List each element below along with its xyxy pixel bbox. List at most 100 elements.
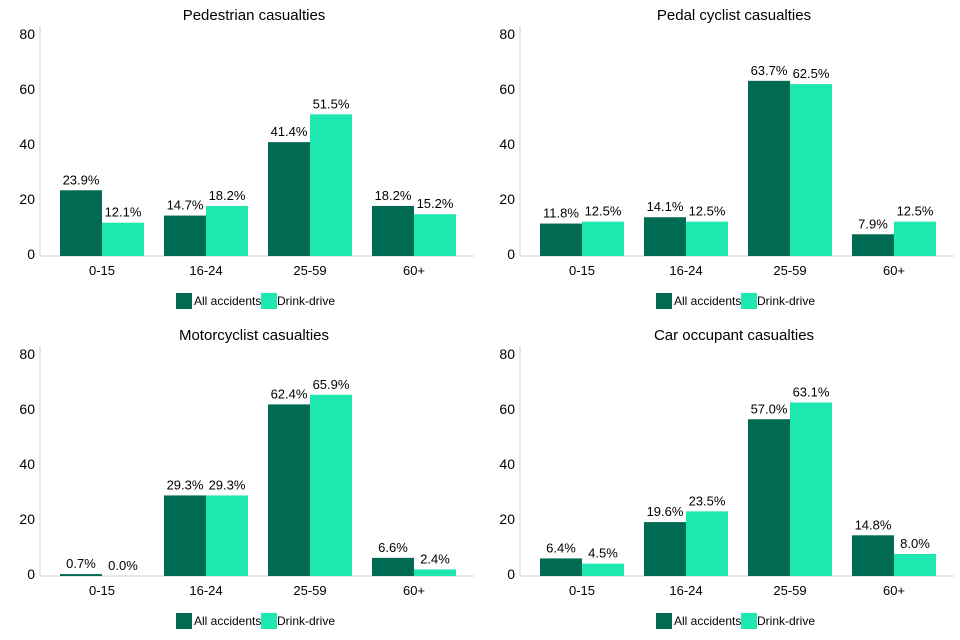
legend-label-drink-drive: Drink-drive — [277, 294, 335, 308]
bar-drink-drive — [414, 214, 456, 256]
bar-drink-drive — [310, 394, 352, 576]
data-label: 19.6% — [647, 504, 684, 519]
y-tick-label: 60 — [499, 81, 515, 97]
data-label: 12.5% — [897, 204, 934, 219]
x-tick-label: 25-59 — [773, 583, 806, 598]
bar-all-accidents — [268, 142, 310, 256]
data-label: 63.7% — [751, 63, 788, 78]
chart-title: Pedal cyclist casualties — [657, 7, 811, 24]
x-tick-label: 60+ — [403, 583, 425, 598]
data-label: 15.2% — [417, 196, 454, 211]
x-tick-label: 60+ — [883, 263, 905, 278]
data-label: 62.4% — [271, 386, 308, 401]
data-label: 4.5% — [588, 546, 618, 561]
x-tick-label: 60+ — [883, 583, 905, 598]
bar-all-accidents — [372, 205, 414, 256]
bar-drink-drive — [310, 114, 352, 256]
legend-swatch-drink-drive — [261, 613, 277, 629]
data-label: 63.1% — [793, 384, 830, 399]
bar-drink-drive — [414, 569, 456, 576]
chart-panel: Pedestrian casualties 0 20 40 60 80 23.9% 12.1%… — [19, 7, 474, 309]
y-tick-label: 20 — [499, 511, 515, 527]
data-label: 6.6% — [378, 540, 408, 555]
data-label: 14.1% — [647, 199, 684, 214]
legend-swatch-all-accidents — [176, 613, 192, 629]
legend-swatch-all-accidents — [176, 293, 192, 309]
x-tick-label: 16-24 — [189, 263, 222, 278]
bar-all-accidents — [164, 215, 206, 256]
data-label: 62.5% — [793, 66, 830, 81]
bar-drink-drive — [582, 563, 624, 576]
y-tick-label: 80 — [499, 26, 515, 42]
bar-drink-drive — [894, 221, 936, 256]
bar-all-accidents — [60, 190, 102, 256]
bar-all-accidents — [644, 217, 686, 256]
bar-all-accidents — [372, 557, 414, 576]
x-tick-label: 0-15 — [569, 263, 595, 278]
data-label: 11.8% — [543, 206, 579, 221]
data-label: 14.7% — [167, 198, 204, 213]
bar-drink-drive — [686, 221, 728, 256]
data-label: 65.9% — [313, 377, 350, 392]
y-tick-label: 0 — [507, 566, 515, 582]
bar-all-accidents — [540, 223, 582, 256]
data-label: 12.5% — [585, 204, 622, 219]
bar-all-accidents — [852, 535, 894, 576]
legend-swatch-all-accidents — [656, 613, 672, 629]
bar-all-accidents — [164, 495, 206, 576]
bar-all-accidents — [748, 419, 790, 576]
bar-drink-drive — [582, 221, 624, 256]
legend-label-all-accidents: All accidents — [194, 614, 261, 628]
bar-drink-drive — [686, 511, 728, 576]
y-tick-label: 60 — [499, 401, 515, 417]
x-tick-label: 25-59 — [293, 263, 326, 278]
bar-drink-drive — [206, 205, 248, 256]
data-label: 51.5% — [313, 96, 350, 111]
y-tick-label: 0 — [27, 246, 35, 262]
bar-drink-drive — [790, 84, 832, 256]
data-label: 2.4% — [420, 551, 450, 566]
bar-all-accidents — [748, 80, 790, 256]
x-tick-label: 25-59 — [293, 583, 326, 598]
bar-all-accidents — [644, 522, 686, 576]
data-label: 12.5% — [689, 204, 726, 219]
data-label: 0.7% — [66, 556, 96, 571]
x-tick-label: 60+ — [403, 263, 425, 278]
data-label: 57.0% — [751, 401, 788, 416]
x-tick-label: 0-15 — [89, 583, 115, 598]
data-label: 18.2% — [375, 188, 412, 203]
x-tick-label: 16-24 — [189, 583, 222, 598]
legend-label-drink-drive: Drink-drive — [757, 294, 815, 308]
bar-drink-drive — [102, 222, 144, 256]
bar-all-accidents — [268, 404, 310, 576]
bar-drink-drive — [894, 554, 936, 576]
bar-drink-drive — [206, 495, 248, 576]
y-tick-label: 40 — [499, 456, 515, 472]
data-label: 41.4% — [271, 124, 308, 139]
y-tick-label: 80 — [499, 346, 515, 362]
bar-all-accidents — [60, 574, 102, 576]
y-tick-label: 80 — [19, 346, 35, 362]
data-label: 23.5% — [689, 493, 726, 508]
y-tick-label: 40 — [19, 136, 35, 152]
bar-all-accidents — [540, 558, 582, 576]
data-label: 8.0% — [900, 536, 930, 551]
data-label: 6.4% — [546, 540, 576, 555]
data-label: 29.3% — [167, 477, 204, 492]
data-label: 0.0% — [108, 558, 138, 573]
x-tick-label: 25-59 — [773, 263, 806, 278]
legend-label-all-accidents: All accidents — [674, 614, 741, 628]
x-tick-label: 0-15 — [569, 583, 595, 598]
legend-label-all-accidents: All accidents — [194, 294, 261, 308]
chart-title: Motorcyclist casualties — [179, 327, 329, 344]
y-tick-label: 40 — [499, 136, 515, 152]
data-label: 12.1% — [105, 205, 142, 220]
data-label: 18.2% — [209, 188, 246, 203]
data-label: 23.9% — [63, 172, 100, 187]
y-tick-label: 80 — [19, 26, 35, 42]
chart-panel: Pedal cyclist casualties 0 20 40 60 80 11.8% 12… — [499, 7, 954, 309]
data-label: 7.9% — [858, 216, 888, 231]
y-tick-label: 60 — [19, 401, 35, 417]
legend-swatch-drink-drive — [741, 293, 757, 309]
